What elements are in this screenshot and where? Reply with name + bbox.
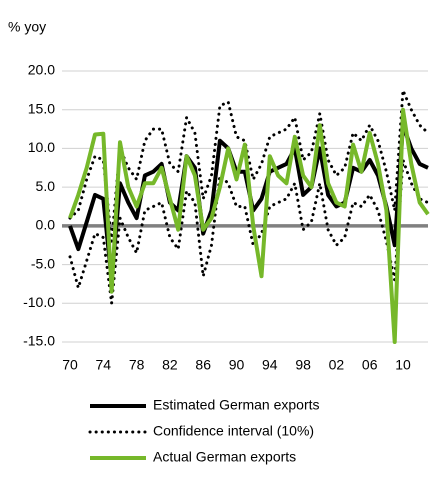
x-tick-label: 10	[395, 357, 411, 373]
legend-label: Actual German exports	[153, 449, 296, 465]
y-tick-label: 15.0	[28, 100, 55, 116]
x-tick-label: 98	[295, 357, 311, 373]
y-axis-label: % yoy	[8, 19, 46, 35]
y-tick-label: 20.0	[28, 62, 55, 78]
y-tick-label: 0.0	[36, 217, 56, 233]
x-tick-label: 74	[96, 357, 112, 373]
y-tick-label: -15.0	[23, 333, 55, 349]
series-line	[68, 89, 430, 242]
series-line	[68, 159, 430, 304]
series-line	[68, 107, 430, 344]
x-tick-label: 94	[262, 357, 278, 373]
x-tick-label: 86	[195, 357, 211, 373]
y-tick-label: -10.0	[23, 294, 55, 310]
x-tick-label: 82	[162, 357, 178, 373]
legend-label: Confidence interval (10%)	[153, 423, 314, 439]
y-tick-label: 10.0	[28, 139, 55, 155]
y-tick-label: 5.0	[36, 178, 56, 194]
x-tick-label: 70	[62, 357, 78, 373]
x-tick-label: 78	[129, 357, 145, 373]
legend-label: Estimated German exports	[153, 397, 320, 413]
x-tick-label: 06	[362, 357, 378, 373]
x-tick-label: 02	[329, 357, 345, 373]
x-tick-label: 90	[229, 357, 245, 373]
y-tick-label: -5.0	[31, 255, 55, 271]
